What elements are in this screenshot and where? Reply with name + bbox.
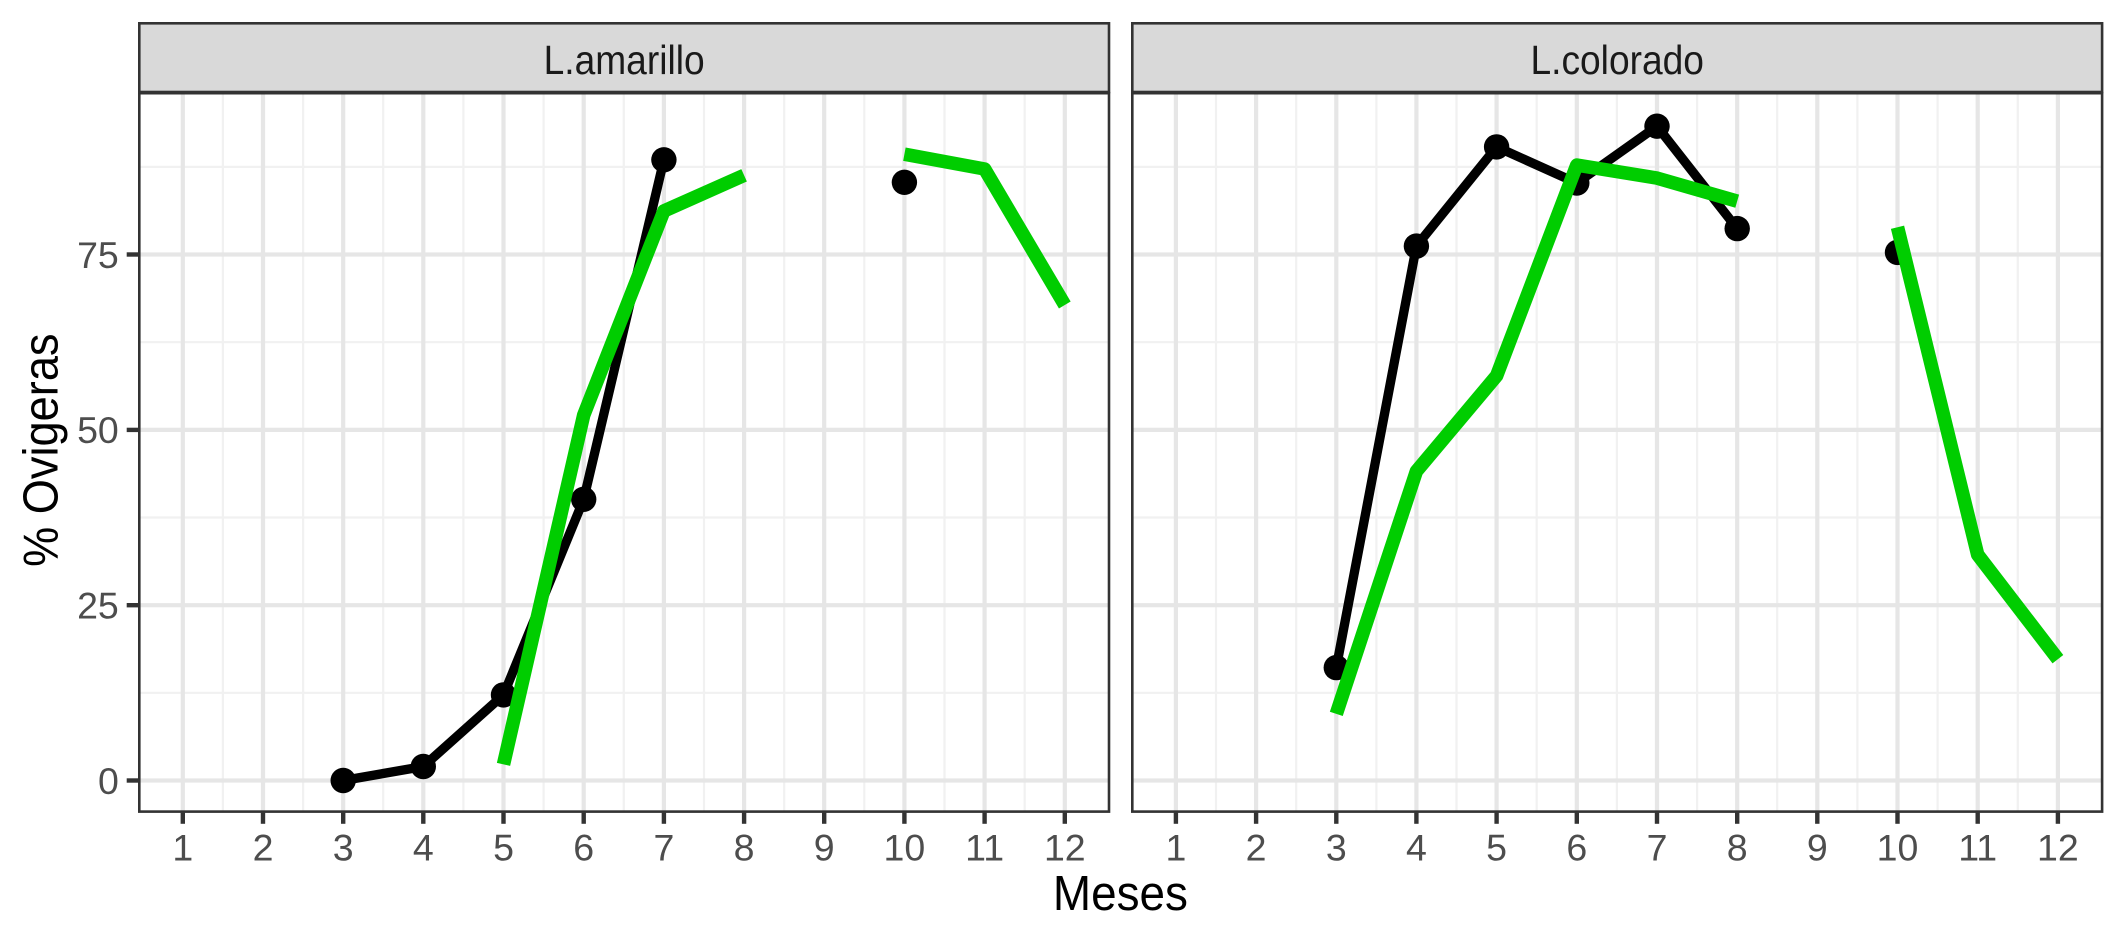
svg-text:2: 2	[1246, 826, 1267, 868]
svg-text:Meses: Meses	[1053, 867, 1188, 922]
svg-text:9: 9	[814, 826, 835, 868]
svg-text:4: 4	[413, 826, 434, 868]
svg-text:10: 10	[1877, 826, 1919, 868]
svg-text:11: 11	[965, 826, 1004, 868]
svg-text:0: 0	[98, 760, 119, 802]
svg-text:6: 6	[1566, 826, 1587, 868]
svg-text:75: 75	[77, 234, 119, 276]
svg-text:3: 3	[1326, 826, 1347, 868]
svg-text:4: 4	[1406, 826, 1427, 868]
svg-text:5: 5	[493, 826, 514, 868]
svg-text:L.colorado: L.colorado	[1530, 38, 1703, 83]
svg-text:12: 12	[2037, 826, 2079, 868]
svg-text:9: 9	[1807, 826, 1828, 868]
svg-text:11: 11	[1958, 826, 1997, 868]
svg-text:8: 8	[734, 826, 755, 868]
svg-text:6: 6	[573, 826, 594, 868]
svg-text:L.amarillo: L.amarillo	[544, 38, 705, 83]
svg-text:50: 50	[77, 409, 119, 451]
svg-text:7: 7	[1647, 826, 1668, 868]
svg-text:% Ovigeras: % Ovigeras	[13, 333, 68, 566]
svg-text:25: 25	[77, 585, 119, 627]
svg-text:1: 1	[1165, 826, 1186, 868]
svg-text:8: 8	[1727, 826, 1748, 868]
svg-text:2: 2	[253, 826, 274, 868]
svg-text:1: 1	[172, 826, 193, 868]
svg-text:12: 12	[1044, 826, 1086, 868]
svg-text:5: 5	[1486, 826, 1507, 868]
svg-text:3: 3	[333, 826, 354, 868]
svg-text:7: 7	[653, 826, 674, 868]
svg-text:10: 10	[884, 826, 926, 868]
